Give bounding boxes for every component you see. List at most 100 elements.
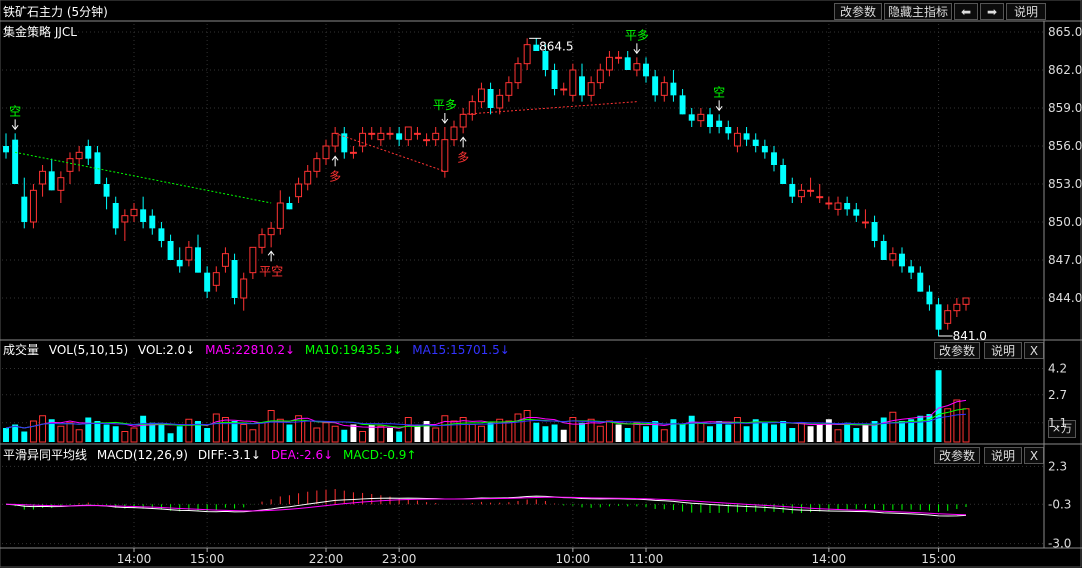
volume-bar <box>834 429 842 443</box>
candle-body <box>295 183 303 198</box>
volume-bar <box>733 417 741 443</box>
volume-bar <box>780 421 787 442</box>
candle-body <box>861 221 869 224</box>
candle-body <box>240 278 248 299</box>
candle-body <box>195 247 201 273</box>
volume-bar <box>167 433 174 442</box>
candle-body <box>834 202 842 210</box>
volume-bar <box>697 422 705 443</box>
volume-bar <box>130 427 138 443</box>
time-tick-label: 22:00 <box>309 552 344 566</box>
candle-body <box>807 189 815 192</box>
volume-bar <box>267 410 275 443</box>
signal-label: 空 <box>9 104 21 118</box>
volume-bar <box>716 421 723 442</box>
candle-body <box>221 253 229 267</box>
candle-body <box>231 260 238 298</box>
candle-body <box>322 145 330 160</box>
volume-tick-label: 1.1 <box>1048 416 1067 430</box>
candle-body <box>551 70 558 89</box>
strategy-line <box>15 151 272 204</box>
candle-body <box>908 266 915 273</box>
candle-body <box>304 170 312 185</box>
volume-bar <box>313 427 321 443</box>
signal-arrow-head <box>459 136 467 142</box>
volume-bar <box>158 424 165 442</box>
candle-body <box>670 82 677 96</box>
macd-help-button[interactable]: 说明 <box>984 447 1022 464</box>
candle-body <box>615 56 623 59</box>
help-button[interactable]: 说明 <box>1006 3 1046 20</box>
strategy-label: 集金策略 JJCL <box>3 25 77 39</box>
candle-body <box>579 76 585 96</box>
vol-value: VOL:2.0↓ <box>137 343 196 357</box>
volume-bar <box>322 422 330 443</box>
candle-body <box>94 152 101 184</box>
candle-body <box>404 126 412 141</box>
arrow-left-icon[interactable]: ⬅ <box>954 3 978 20</box>
macd-params-button[interactable]: 改参数 <box>934 447 980 464</box>
volume-bar <box>39 415 47 443</box>
volume-help-button[interactable]: 说明 <box>984 342 1022 359</box>
price-tick-label: 847.0 <box>1048 253 1082 267</box>
volume-bar <box>935 370 942 442</box>
change-params-button[interactable]: 改参数 <box>834 3 882 20</box>
volume-bar <box>825 419 832 442</box>
price-tick-label: 853.0 <box>1048 177 1082 191</box>
candle-body <box>771 152 777 165</box>
candle-body <box>331 132 339 147</box>
volume-bar <box>496 418 504 443</box>
volume-bar <box>670 419 677 442</box>
price-tick-label: 862.0 <box>1048 63 1082 77</box>
price-tick-label: 844.0 <box>1048 291 1082 305</box>
volume-bar <box>816 424 823 442</box>
time-tick-label: 10:00 <box>556 552 591 566</box>
volume-bar <box>926 414 933 442</box>
candle-body <box>258 234 266 248</box>
price-tick-label: 859.0 <box>1048 101 1082 115</box>
candle-body <box>725 127 732 134</box>
signal-arrow-head <box>633 49 641 55</box>
volume-bar <box>624 428 631 442</box>
signal-arrow-head <box>11 125 19 131</box>
candle-body <box>39 170 47 185</box>
volume-bar <box>679 424 686 442</box>
candle-body <box>797 189 805 198</box>
diff-value: DIFF:-3.1↓ <box>197 448 261 462</box>
volume-bar <box>57 425 65 443</box>
volume-unit-label[interactable]: ×万 <box>1048 420 1076 438</box>
volume-bar <box>899 421 905 442</box>
volume-bar <box>962 408 970 443</box>
volume-bar <box>212 413 220 443</box>
volume-bar <box>889 411 897 443</box>
candle-body <box>871 222 878 241</box>
volume-name: 成交量 <box>3 343 40 357</box>
volume-bar <box>341 429 348 442</box>
candle-body <box>313 158 321 172</box>
candle-body <box>66 158 74 172</box>
ma15-value: MA15:15701.5↓ <box>412 343 510 357</box>
candle-body <box>761 146 768 153</box>
volume-params-button[interactable]: 改参数 <box>934 342 980 359</box>
volume-bar <box>350 424 357 442</box>
volume-legend: 成交量 VOL(5,10,15) VOL:2.0↓ MA5:22810.2↓ M… <box>3 341 516 358</box>
volume-bar <box>652 421 659 442</box>
candle-body <box>176 260 183 267</box>
candle-body <box>149 215 156 229</box>
volume-bar <box>615 424 622 442</box>
candle-body <box>596 69 604 84</box>
hide-main-indicator-button[interactable]: 隐藏主指标 <box>884 3 952 20</box>
signal-label: 空 <box>713 85 725 99</box>
volume-bar <box>286 424 293 442</box>
volume-bar <box>204 428 211 442</box>
candle-body <box>587 82 595 96</box>
volume-bar <box>368 424 375 442</box>
volume-bar <box>377 425 385 443</box>
low-price-label: 841.0 <box>953 329 987 343</box>
macd-tick-label: 2.3 <box>1048 459 1067 473</box>
arrow-right-icon[interactable]: ➡ <box>980 3 1004 20</box>
volume-bar <box>660 429 668 443</box>
macd-tick-label: -0.3 <box>1048 497 1071 511</box>
